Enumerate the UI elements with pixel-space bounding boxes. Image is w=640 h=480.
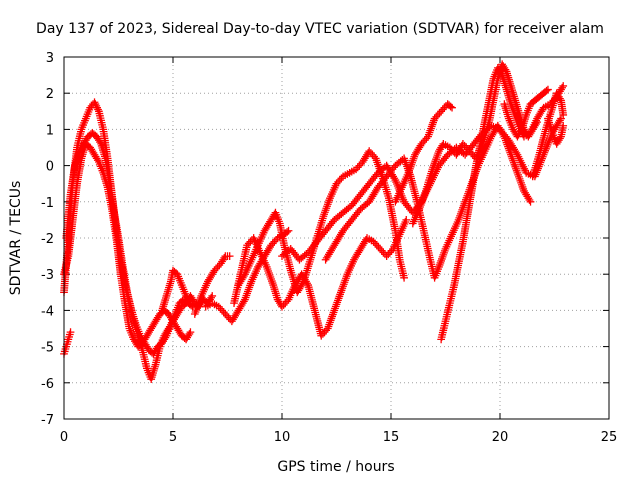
data-point [402, 216, 411, 224]
series-5 [158, 266, 195, 315]
data-point [284, 226, 293, 235]
series-6 [190, 252, 234, 318]
y-tick-label: -2 [41, 232, 54, 247]
y-tick-label: 1 [46, 123, 54, 138]
y-tick-label: -5 [41, 341, 54, 356]
x-tick-label: 5 [169, 430, 177, 445]
data-point [448, 103, 456, 112]
data-point [559, 111, 568, 119]
series-8 [230, 216, 411, 340]
y-tick-label: 2 [46, 87, 54, 102]
data-point [400, 273, 408, 282]
series-4 [60, 140, 195, 351]
x-axis-label: GPS time / hours [277, 459, 394, 475]
data-point [225, 252, 234, 260]
series-15 [500, 85, 552, 141]
data-point [559, 121, 568, 130]
x-tick-label: 15 [383, 430, 400, 445]
data-marks [60, 60, 568, 384]
y-axis-label: SDTVAR / TECUs [8, 181, 24, 296]
data-point [186, 328, 195, 336]
data-point [544, 85, 552, 94]
series-17 [544, 114, 568, 148]
chart-title: Day 137 of 2023, Sidereal Day-to-day VTE… [36, 21, 604, 37]
data-point [446, 102, 455, 111]
x-tick-label: 0 [60, 430, 68, 445]
y-tick-label: -6 [41, 377, 54, 392]
series-9 [234, 147, 408, 297]
data-point [66, 328, 75, 336]
y-tick-label: -1 [41, 196, 54, 211]
plot-frame [63, 56, 610, 420]
axis-ticks: 0 5 10 15 20 25 -7 -6 -5 -4 -3 -2 -1 0 1 2 3 [41, 51, 617, 445]
x-tick-label: 10 [274, 430, 291, 445]
data-point [208, 292, 217, 300]
data-point [526, 197, 535, 206]
y-tick-label: -7 [41, 413, 54, 428]
x-tick-label: 25 [601, 430, 618, 445]
series-12 [391, 100, 456, 206]
y-tick-label: 3 [46, 51, 54, 66]
y-tick-label: -3 [41, 268, 54, 283]
data-point [542, 86, 551, 95]
data-point [559, 82, 568, 90]
x-tick-label: 20 [492, 430, 509, 445]
data-point [186, 299, 195, 308]
y-tick-label: -4 [41, 304, 54, 319]
y-tick-label: 0 [46, 160, 54, 175]
